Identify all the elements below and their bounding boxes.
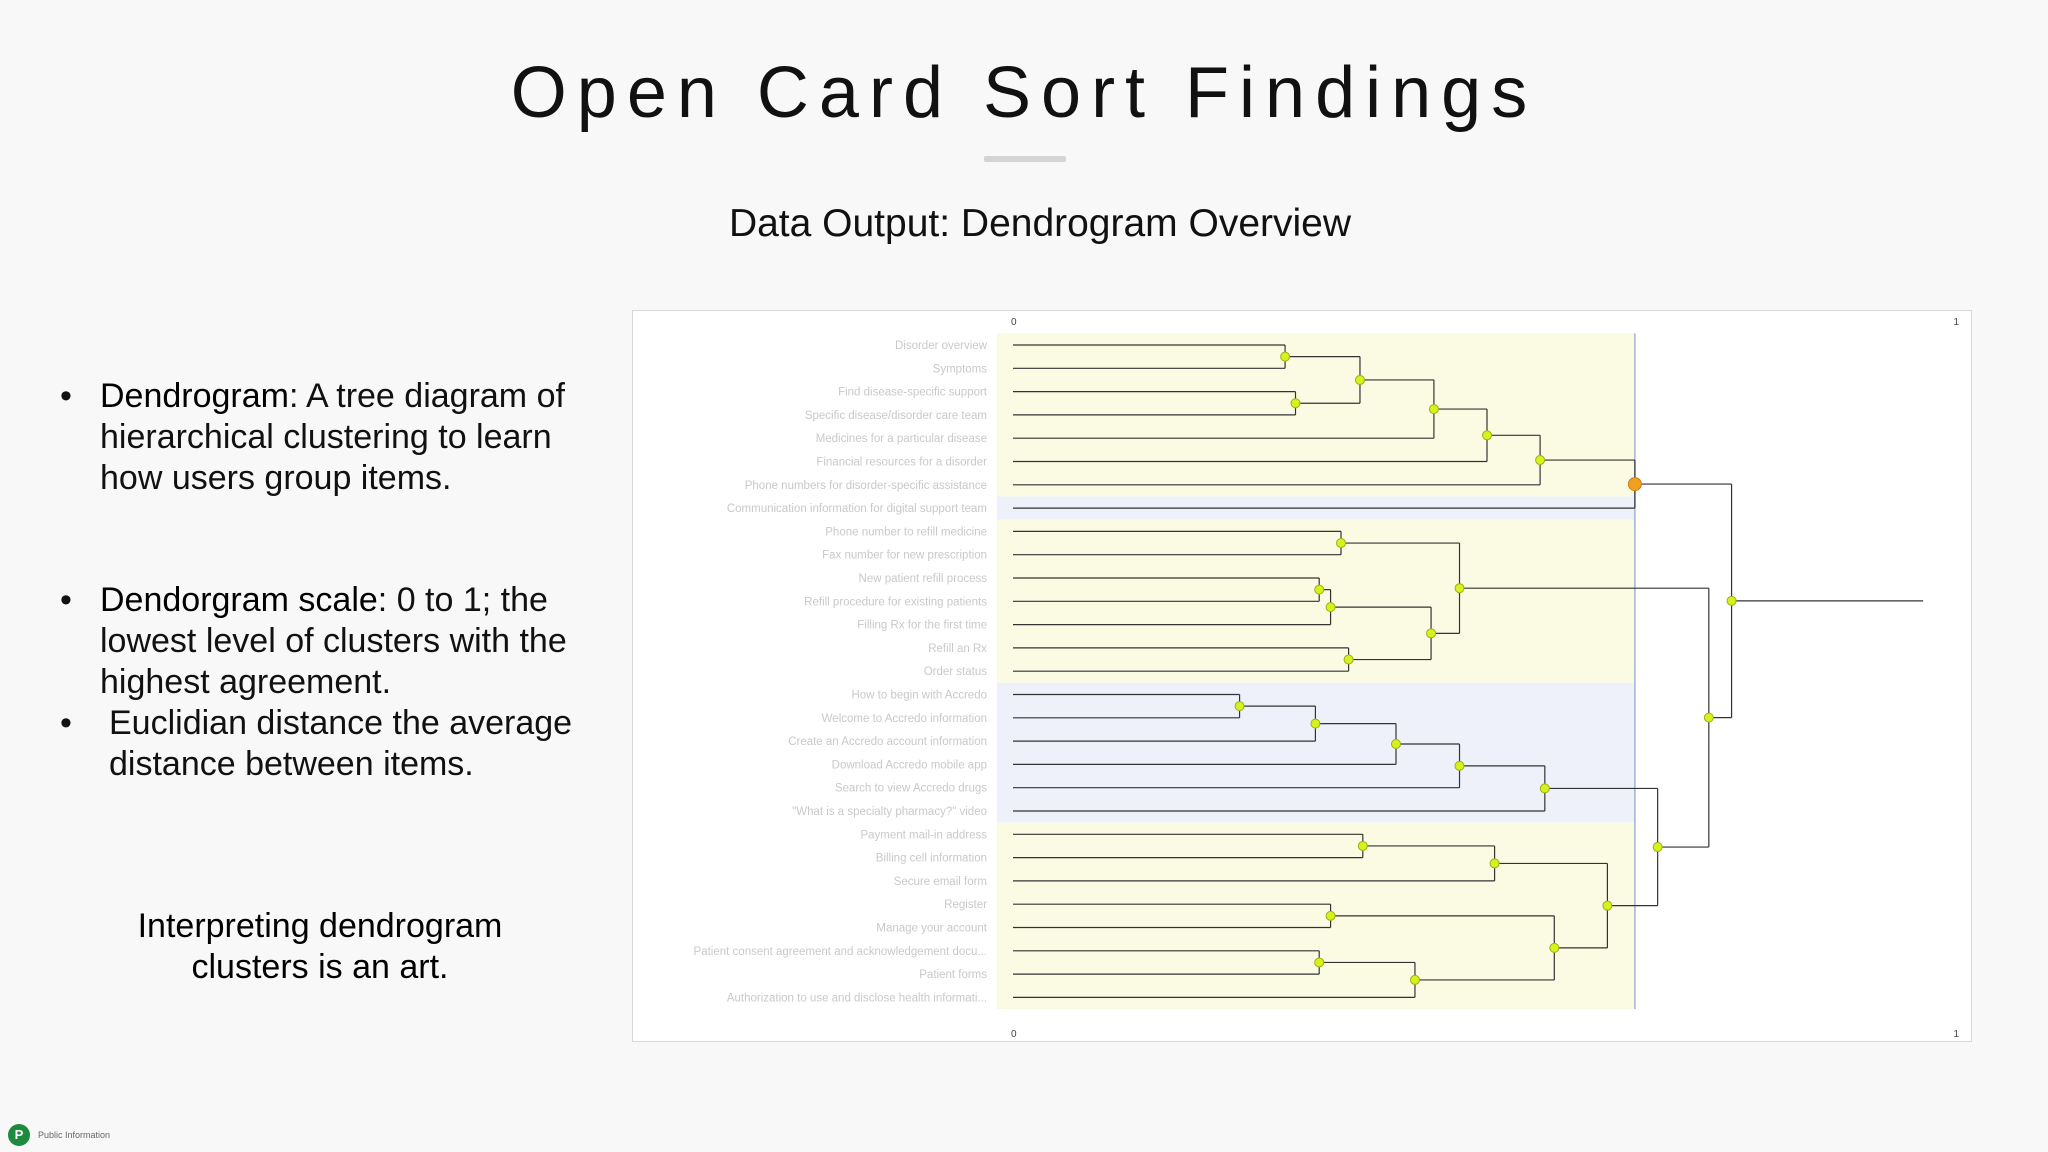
leaf-label: Manage your account <box>876 923 987 935</box>
leaf-label: Patient forms <box>919 969 987 981</box>
merge-node <box>1234 701 1245 712</box>
slide-subtitle: Data Output: Dendrogram Overview <box>728 202 1352 245</box>
merge-node <box>1325 910 1336 921</box>
merge-node <box>1343 654 1354 665</box>
merge-node <box>1549 942 1560 953</box>
leaf-label: Order status <box>924 666 988 678</box>
bullet-text: Euclidian distance the average distance … <box>109 704 573 783</box>
bullet-dot: • <box>60 704 72 742</box>
merge-node <box>1454 583 1465 594</box>
leaf-label: Refill an Rx <box>928 643 987 655</box>
merge-node <box>1390 739 1401 750</box>
merge-node <box>1354 374 1365 385</box>
merge-node <box>1602 900 1613 911</box>
leaf-label: Refill procedure for existing patients <box>804 596 987 608</box>
merge-node <box>1428 404 1439 415</box>
scale-max-label: 1 <box>1953 317 1959 328</box>
leaf-label: Payment mail-in address <box>860 829 987 841</box>
merge-node <box>1454 760 1465 771</box>
merge-node <box>1482 430 1492 441</box>
leaf-label: Authorization to use and disclose health… <box>727 992 987 1004</box>
leaf-label: Search to view Accredo drugs <box>835 783 987 795</box>
merge-node <box>1280 351 1291 362</box>
leaf-label: Billing cell information <box>876 853 987 865</box>
leaf-label: Disorder overview <box>895 340 988 352</box>
merge-node <box>1409 974 1420 985</box>
merge-node <box>1426 628 1437 639</box>
scale-min-label: 0 <box>1011 317 1017 328</box>
leaf-label: Financial resources for a disorder <box>816 457 987 469</box>
slide-title: Open Card Sort Findings <box>510 53 1538 133</box>
merge-node <box>1652 842 1663 853</box>
leaf-label: How to begin with Accredo <box>851 690 987 702</box>
leaf-label: Create an Accredo account information <box>788 736 987 748</box>
leaf-label: Communication information for digital su… <box>727 503 987 515</box>
leaf-label: Fax number for new prescription <box>822 550 987 562</box>
bullet-text: : A tree diagram of hierarchical cluster… <box>100 377 565 497</box>
merge-node <box>1310 718 1321 729</box>
merge-node <box>1539 783 1550 794</box>
leaf-label: New patient refill process <box>859 573 988 585</box>
footer-label: Public Information <box>38 1130 111 1140</box>
leaf-label: "What is a specialty pharmacy?" video <box>792 806 987 818</box>
bullet-dot: • <box>60 581 72 619</box>
cluster-root-node <box>1627 477 1642 492</box>
leaf-label: Filling Rx for the first time <box>857 620 987 632</box>
company-logo-icon: P <box>8 1124 30 1146</box>
interpretation-note: Interpreting dendrogram clusters is an a… <box>137 907 503 986</box>
merge-node <box>1357 840 1368 851</box>
leaf-label: Phone number to refill medicine <box>825 526 987 538</box>
leaf-label: Welcome to Accredo information <box>822 713 987 725</box>
title-divider <box>984 156 1066 162</box>
bullet-item: • Euclidian distance the average distanc… <box>60 703 600 785</box>
bullet-term: Dendrogram <box>100 377 289 415</box>
leaf-label: Symptoms <box>933 363 988 375</box>
leaf-label: Specific disease/disorder care team <box>805 410 987 422</box>
dendrogram-chart: 0 1 0 1 Disorder overview Symptoms Find diseas… <box>632 310 1972 1042</box>
leaf-label: Download Accredo mobile app <box>832 759 987 771</box>
merge-node <box>1314 584 1325 595</box>
cluster-band <box>997 682 1635 823</box>
scale-min-label: 0 <box>1011 1029 1017 1040</box>
merge-node <box>1726 595 1737 606</box>
leaf-label: Phone numbers for disorder-specific assi… <box>745 480 987 492</box>
leaf-label: Find disease-specific support <box>838 387 988 399</box>
merge-node <box>1325 602 1336 613</box>
bullet-text: : 0 to 1; the lowest level of clusters w… <box>100 581 567 701</box>
bullet-item: • Dendrogram: A tree diagram of hierarch… <box>60 376 600 499</box>
bullet-term: Dendorgram scale <box>100 581 378 619</box>
leaf-label: Secure email form <box>894 876 987 888</box>
merge-node <box>1703 712 1714 723</box>
scale-max-label: 1 <box>1953 1029 1959 1040</box>
bullet-dot: • <box>60 377 72 415</box>
merge-node <box>1314 957 1325 968</box>
merge-node <box>1489 858 1500 869</box>
footer: P Public Information <box>8 1124 110 1146</box>
leaf-label: Medicines for a particular disease <box>816 433 987 445</box>
merge-node <box>1290 398 1301 409</box>
dendrogram-svg: 0 1 0 1 Disorder overview Symptoms Find diseas… <box>694 311 1971 1041</box>
merge-node <box>1336 538 1347 549</box>
merge-node <box>1535 455 1546 466</box>
bullet-item: • Dendorgram scale: 0 to 1; the lowest l… <box>60 580 600 703</box>
leaf-label: Register <box>944 899 987 911</box>
leaf-label: Patient consent agreement and acknowledg… <box>694 946 987 958</box>
